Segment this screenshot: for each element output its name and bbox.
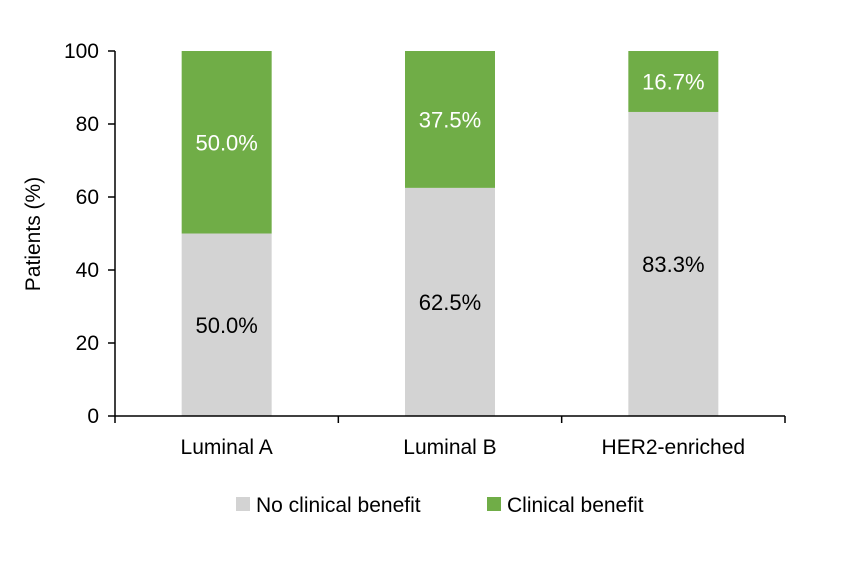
y-tick-label: 80 (76, 113, 99, 136)
legend-swatch (487, 497, 501, 511)
data-label: 83.3% (642, 252, 704, 277)
x-category-label: Luminal B (403, 436, 496, 459)
y-tick-label: 100 (64, 40, 99, 63)
bar-benefit-0 (181, 51, 272, 234)
data-label: 50.0% (195, 130, 257, 155)
y-tick-label: 60 (76, 186, 99, 209)
y-tick-label: 20 (76, 332, 99, 355)
bar-no-benefit-0 (181, 233, 272, 416)
legend-label: Clinical benefit (507, 494, 644, 517)
data-label: 50.0% (195, 313, 257, 338)
axes-layer: 0 20 40 60 80 100 Luminal A Luminal B HER2-enric… (64, 40, 786, 459)
data-label: 16.7% (642, 69, 704, 94)
x-category-label: HER2-enriched (602, 436, 746, 459)
bar-benefit-2 (628, 51, 719, 112)
data-labels-layer: 50.0% 50.0% 62.5% 37.5% 83.3% 16.7% (195, 69, 704, 337)
data-label: 62.5% (419, 290, 481, 315)
legend-swatch (236, 497, 250, 511)
y-tick-label: 40 (76, 259, 99, 282)
y-tick-label: 0 (87, 405, 99, 428)
bars-layer (181, 51, 719, 416)
legend: No clinical benefit Clinical benefit (236, 494, 644, 517)
legend-label: No clinical benefit (256, 494, 421, 517)
y-axis-title: Patients (%) (22, 177, 45, 291)
x-category-label: Luminal A (181, 436, 273, 459)
bar-no-benefit-2 (628, 111, 719, 416)
bar-benefit-1 (405, 51, 495, 188)
data-label: 37.5% (419, 107, 481, 132)
bar-no-benefit-1 (405, 187, 495, 416)
